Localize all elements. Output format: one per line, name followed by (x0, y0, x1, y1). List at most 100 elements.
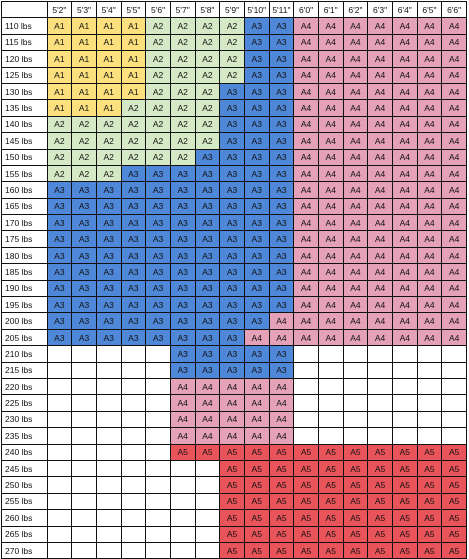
weight-label: 270 lbs (1, 541, 48, 559)
size-cell: A3 (95, 328, 122, 347)
size-cell: A4 (441, 279, 467, 298)
weight-label: 165 lbs (1, 197, 48, 216)
size-cell: A4 (219, 410, 245, 429)
empty-cell (194, 541, 221, 559)
size-cell: A3 (219, 181, 245, 199)
size-cell: A2 (145, 50, 171, 68)
size-cell: A3 (268, 361, 295, 379)
size-cell: A5 (441, 443, 467, 461)
size-cell: A5 (243, 525, 270, 543)
size-cell: A2 (120, 99, 147, 117)
size-cell: A3 (219, 132, 245, 150)
size-cell: A3 (46, 246, 73, 265)
size-cell: A3 (219, 328, 245, 347)
size-cell: A4 (367, 50, 393, 68)
empty-cell (46, 345, 73, 363)
size-cell: A4 (416, 263, 443, 281)
empty-cell (71, 492, 97, 511)
size-cell: A3 (219, 361, 245, 379)
table-row: 175 lbs A3 A3 A3 A3 A3 A3 A3 A3 A3 A3 A4 A4 A4 A4 A4 A4 A… (1, 230, 467, 248)
size-cell: A3 (219, 164, 245, 183)
size-cell: A3 (219, 99, 245, 117)
empty-cell (46, 443, 73, 461)
empty-cell (145, 427, 171, 445)
size-cell: A3 (268, 66, 295, 84)
size-cell: A4 (342, 50, 369, 68)
size-cell: A4 (441, 296, 467, 314)
size-cell: A4 (391, 197, 418, 216)
size-cell: A4 (268, 394, 295, 412)
size-cell: A4 (293, 17, 319, 35)
size-cell: A4 (243, 427, 270, 445)
empty-cell (391, 394, 418, 412)
size-cell: A4 (219, 394, 245, 412)
size-cell: A4 (441, 312, 467, 330)
size-cell: A3 (71, 230, 97, 248)
size-cell: A4 (293, 132, 319, 150)
table-row: 145 lbs A2 A2 A2 A2 A2 A2 A2 A3 A3 A3 A4 A4 A4 A4 A4 A4 A… (1, 132, 467, 150)
size-cell: A3 (120, 279, 147, 298)
size-cell: A3 (219, 82, 245, 101)
size-cell: A5 (342, 476, 369, 494)
weight-label: 175 lbs (1, 230, 48, 248)
empty-cell (293, 345, 319, 363)
empty-cell (120, 525, 147, 543)
size-cell: A4 (367, 33, 393, 52)
size-cell: A3 (71, 279, 97, 298)
empty-cell (95, 459, 122, 478)
weight-label: 120 lbs (1, 50, 48, 68)
size-cell: A5 (293, 459, 319, 478)
weight-label: 220 lbs (1, 377, 48, 396)
size-cell: A2 (145, 115, 171, 134)
size-cell: A4 (194, 410, 221, 429)
table-row: 235 lbs A4 A4 A4 A4 A4 (1, 427, 467, 445)
size-cell: A3 (145, 181, 171, 199)
size-cell: A3 (120, 181, 147, 199)
empty-cell (71, 345, 97, 363)
size-cell: A4 (342, 148, 369, 166)
corner-cell (1, 0, 48, 19)
size-cell: A5 (391, 443, 418, 461)
size-cell: A2 (46, 148, 73, 166)
size-cell: A1 (95, 50, 122, 68)
size-cell: A3 (95, 181, 122, 199)
size-cell: A4 (317, 164, 344, 183)
size-cell: A4 (342, 214, 369, 232)
size-cell: A5 (293, 525, 319, 543)
size-cell: A4 (367, 148, 393, 166)
empty-cell (391, 345, 418, 363)
size-cell: A5 (219, 492, 245, 511)
empty-cell (95, 525, 122, 543)
size-cell: A3 (243, 82, 270, 101)
size-cell: A5 (293, 492, 319, 511)
empty-cell (145, 394, 171, 412)
size-cell: A5 (391, 476, 418, 494)
empty-cell (416, 394, 443, 412)
weight-label: 195 lbs (1, 296, 48, 314)
size-cell: A4 (416, 66, 443, 84)
size-cell: A4 (416, 99, 443, 117)
table-row: 160 lbs A3 A3 A3 A3 A3 A3 A3 A3 A3 A3 A4 A4 A4 A4 A4 A4 A… (1, 181, 467, 199)
size-cell: A5 (342, 509, 369, 527)
size-cell: A2 (194, 115, 221, 134)
size-cell: A4 (441, 33, 467, 52)
table-row: 165 lbs A3 A3 A3 A3 A3 A3 A3 A3 A3 A3 A4 A4 A4 A4 A4 A4 A… (1, 197, 467, 216)
size-cell: A4 (317, 279, 344, 298)
height-header: 5'7" (169, 0, 196, 19)
size-chart-body: 110 lbs A1 A1 A1 A1 A2 A2 A2 A2 A3 A3 A4 A4 A4 A4 A4 A4 A… (1, 17, 467, 559)
size-cell: A3 (268, 164, 295, 183)
height-header: 5'4" (95, 0, 122, 19)
size-cell: A2 (145, 82, 171, 101)
size-cell: A4 (391, 328, 418, 347)
size-cell: A4 (441, 263, 467, 281)
empty-cell (71, 509, 97, 527)
size-cell: A3 (120, 328, 147, 347)
size-cell: A4 (219, 427, 245, 445)
size-cell: A4 (342, 17, 369, 35)
weight-label: 240 lbs (1, 443, 48, 461)
size-cell: A4 (317, 246, 344, 265)
size-cell: A2 (145, 132, 171, 150)
table-row: 240 lbs A5 A5 A5 A5 A5 A5 A5 A5 A5 A5 A5 A5 (1, 443, 467, 461)
height-header: 6'2" (342, 0, 369, 19)
size-cell: A3 (120, 312, 147, 330)
